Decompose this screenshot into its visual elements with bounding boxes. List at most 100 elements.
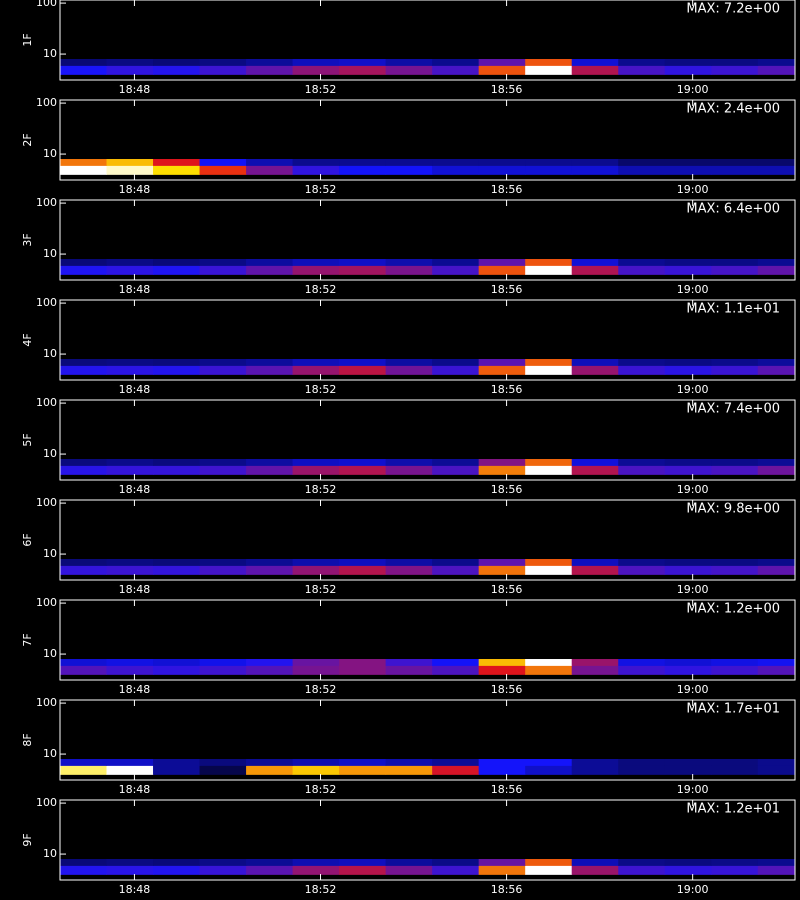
heatmap-cell <box>246 765 294 775</box>
heatmap-cell <box>478 359 526 366</box>
heatmap-cell <box>385 559 433 566</box>
heatmap-cell <box>339 465 387 475</box>
heatmap-cell <box>246 459 294 466</box>
max-label: MAX: 7.2e+00 <box>686 2 780 17</box>
x-tick-label: 18:48 <box>119 383 151 396</box>
heatmap-cell <box>292 465 340 475</box>
heatmap-cell <box>292 659 340 666</box>
heatmap-cell <box>478 865 526 875</box>
heatmap-cell <box>199 359 247 366</box>
heatmap-cell <box>106 359 154 366</box>
heatmap-cell <box>339 359 387 366</box>
heatmap-cell <box>757 265 795 275</box>
heatmap-cell <box>385 759 433 766</box>
x-tick-label: 19:00 <box>677 483 709 496</box>
heatmap-cell <box>60 559 108 566</box>
heatmap-cell <box>246 259 294 266</box>
heatmap-cell <box>618 259 666 266</box>
heatmap-cell <box>664 659 712 666</box>
panel: 10 100 18:48 18:52 18:56 19:00 MAX: 7.2e+00 1F <box>21 0 796 96</box>
heatmap-cell <box>246 159 294 166</box>
x-tick-label: 19:00 <box>677 883 709 896</box>
heatmap-cell <box>757 365 795 375</box>
heatmap-cell <box>711 365 759 375</box>
heatmap-cell <box>60 565 108 575</box>
y-tick-label: 100 <box>36 496 57 509</box>
x-tick-label: 18:48 <box>119 683 151 696</box>
heatmap-cell <box>757 865 795 875</box>
heatmap-cell <box>478 259 526 266</box>
heatmap-cell <box>292 365 340 375</box>
heatmap-cell <box>246 565 294 575</box>
heatmap-cell <box>525 65 573 75</box>
heatmap-cell <box>664 665 712 675</box>
heatmap <box>60 59 795 75</box>
heatmap-cell <box>199 165 247 175</box>
y-tick-label: 10 <box>43 447 57 460</box>
heatmap-cell <box>246 559 294 566</box>
heatmap-cell <box>153 859 201 866</box>
heatmap-cell <box>339 765 387 775</box>
x-tick-label: 18:48 <box>119 783 151 796</box>
x-tick-label: 19:00 <box>677 383 709 396</box>
heatmap-cell <box>292 459 340 466</box>
x-tick-label: 18:56 <box>491 183 523 196</box>
x-tick-label: 18:56 <box>491 783 523 796</box>
plot-frame <box>59 699 796 781</box>
heatmap-cell <box>385 359 433 366</box>
heatmap <box>60 859 795 875</box>
heatmap-cell <box>60 465 108 475</box>
x-tick-label: 19:00 <box>677 83 709 96</box>
heatmap-cell <box>711 459 759 466</box>
y-tick-label: 100 <box>36 796 57 809</box>
heatmap-cell <box>292 565 340 575</box>
heatmap-cell <box>525 459 573 466</box>
heatmap-cell <box>618 765 666 775</box>
heatmap-cell <box>153 65 201 75</box>
heatmap-cell <box>571 265 619 275</box>
x-tick-label: 18:52 <box>305 183 337 196</box>
heatmap-cell <box>525 59 573 66</box>
heatmap-cell <box>711 165 759 175</box>
heatmap-cell <box>106 259 154 266</box>
heatmap-cell <box>432 465 480 475</box>
x-tick-label: 18:56 <box>491 583 523 596</box>
heatmap-cell <box>757 159 795 166</box>
heatmap-cell <box>292 359 340 366</box>
x-tick-label: 18:52 <box>305 83 337 96</box>
heatmap-cell <box>478 465 526 475</box>
heatmap-cell <box>385 259 433 266</box>
heatmap-cell <box>153 165 201 175</box>
heatmap-cell <box>478 159 526 166</box>
plot-frame <box>59 299 796 381</box>
x-tick-label: 19:00 <box>677 683 709 696</box>
heatmap-cell <box>106 65 154 75</box>
heatmap-cell <box>292 765 340 775</box>
heatmap-cell <box>60 859 108 866</box>
heatmap-cell <box>757 459 795 466</box>
heatmap-cell <box>106 665 154 675</box>
heatmap-cell <box>664 59 712 66</box>
heatmap-cell <box>757 359 795 366</box>
heatmap-cell <box>292 59 340 66</box>
heatmap-cell <box>385 365 433 375</box>
heatmap-cell <box>757 59 795 66</box>
heatmap-cell <box>432 765 480 775</box>
y-tick-label: 10 <box>43 747 57 760</box>
heatmap-cell <box>153 265 201 275</box>
heatmap-cell <box>153 259 201 266</box>
heatmap-cell <box>106 459 154 466</box>
x-tick-label: 18:48 <box>119 483 151 496</box>
heatmap-cell <box>153 359 201 366</box>
heatmap-cell <box>664 759 712 766</box>
y-tick-label: 100 <box>36 596 57 609</box>
heatmap-cell <box>153 59 201 66</box>
heatmap-cell <box>664 65 712 75</box>
heatmap-cell <box>106 859 154 866</box>
heatmap-cell <box>664 459 712 466</box>
heatmap-cell <box>199 65 247 75</box>
heatmap-cell <box>478 559 526 566</box>
heatmap-cell <box>618 665 666 675</box>
heatmap <box>60 459 795 475</box>
